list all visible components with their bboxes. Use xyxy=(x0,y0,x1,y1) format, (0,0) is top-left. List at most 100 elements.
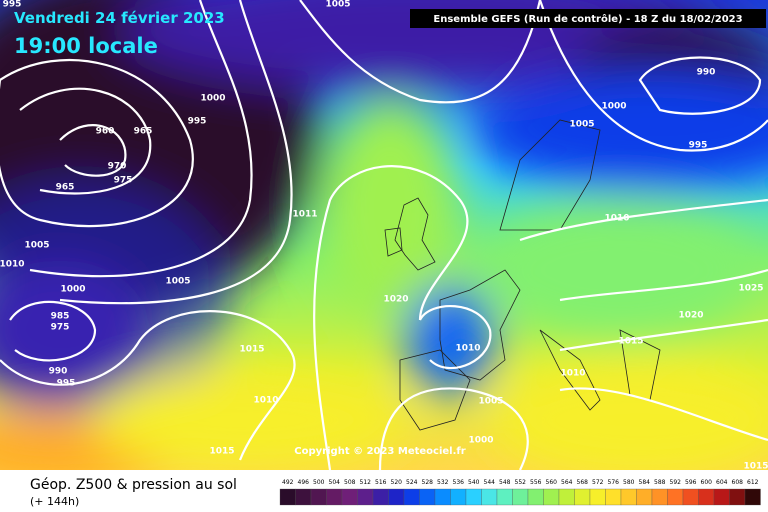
legend-swatch xyxy=(403,488,420,506)
isobar-label: 1005 xyxy=(478,397,503,407)
isobar-label: 1000 xyxy=(468,436,493,446)
isobar-label: 985 xyxy=(51,312,70,322)
legend-label: 500 xyxy=(313,479,325,486)
isobar-label: 1010 xyxy=(455,344,480,354)
legend-label: 604 xyxy=(716,479,728,486)
legend-label: 564 xyxy=(561,479,573,486)
legend-label: 588 xyxy=(654,479,666,486)
isobar-label: 995 xyxy=(3,0,22,10)
forecast-time: 19:00 locale xyxy=(14,34,158,58)
legend-label: 552 xyxy=(515,479,527,486)
isobar-label: 995 xyxy=(689,141,708,151)
isobar-label: 1015 xyxy=(618,337,643,347)
isobar-label: 1000 xyxy=(60,285,85,295)
isobar-label: 1025 xyxy=(738,284,763,294)
forecast-date: Vendredi 24 février 2023 xyxy=(14,9,225,27)
isobar-label: 1010 xyxy=(604,214,629,224)
isobar-label: 1011 xyxy=(292,210,317,220)
legend-swatch xyxy=(481,488,498,506)
isobar-label: 995 xyxy=(57,379,76,389)
legend-swatch xyxy=(543,488,560,506)
isobar-label: 1005 xyxy=(569,120,594,130)
isobar-labels: 995 1005 1000 995 960 965 970 975 965 1005 1010 100… xyxy=(0,0,768,472)
isobar-label: 1015 xyxy=(209,447,234,457)
legend-swatch xyxy=(357,488,374,506)
isobar-label: 990 xyxy=(49,367,68,377)
isobar-label: 1020 xyxy=(678,311,703,321)
isobar-label: 965 xyxy=(134,127,153,137)
legend-swatch xyxy=(682,488,699,506)
isobar-label: 1005 xyxy=(165,277,190,287)
legend-swatch xyxy=(295,488,312,506)
isobar-label: 1020 xyxy=(383,295,408,305)
legend-label: 596 xyxy=(685,479,697,486)
isobar-label: 990 xyxy=(697,68,716,78)
legend-label: 536 xyxy=(453,479,465,486)
isobar-label: 965 xyxy=(56,183,75,193)
isobar-label: 975 xyxy=(114,176,133,186)
legend-swatch xyxy=(465,488,482,506)
isobar-label: 975 xyxy=(51,323,70,333)
legend-swatch xyxy=(372,488,389,506)
legend-label: 496 xyxy=(298,479,310,486)
isobar-label: 1005 xyxy=(24,241,49,251)
isobar-label: 970 xyxy=(108,162,127,172)
isobar-label: 960 xyxy=(96,127,115,137)
legend-swatch xyxy=(527,488,544,506)
legend-label: 508 xyxy=(344,479,356,486)
footer-lead: (+ 144h) xyxy=(30,495,79,508)
legend-swatch xyxy=(744,488,761,506)
isobar-label: 1010 xyxy=(560,369,585,379)
legend-label: 560 xyxy=(546,479,558,486)
legend-swatch xyxy=(574,488,591,506)
legend-swatch xyxy=(729,488,746,506)
legend-label: 540 xyxy=(468,479,480,486)
legend-label: 492 xyxy=(282,479,294,486)
legend-swatch xyxy=(434,488,451,506)
legend-swatch xyxy=(651,488,668,506)
legend-label: 600 xyxy=(701,479,713,486)
isobars xyxy=(0,0,768,470)
legend-label: 572 xyxy=(592,479,604,486)
isobar-label: 1010 xyxy=(0,260,25,270)
legend-label: 580 xyxy=(623,479,635,486)
legend-label: 504 xyxy=(329,479,341,486)
isobar-label: 1010 xyxy=(253,396,278,406)
legend-swatch xyxy=(326,488,343,506)
legend-label: 576 xyxy=(608,479,620,486)
legend-label: 524 xyxy=(406,479,418,486)
legend-swatch xyxy=(388,488,405,506)
isobar-label: 1000 xyxy=(601,102,626,112)
legend-label: 544 xyxy=(484,479,496,486)
legend-swatch xyxy=(341,488,358,506)
color-legend: 492 496 500 504 508 512 516 520 524 528 532 536 540 5… xyxy=(279,479,761,506)
legend-swatch xyxy=(512,488,529,506)
run-info: Ensemble GEFS (Run de contrôle) - 18 Z d… xyxy=(433,13,742,25)
legend-swatch xyxy=(698,488,715,506)
isobar-label: 995 xyxy=(188,117,207,127)
field xyxy=(0,0,768,470)
legend-swatch xyxy=(496,488,513,506)
legend-swatch xyxy=(558,488,575,506)
isobar-label: 1015 xyxy=(743,462,768,472)
legend-swatch xyxy=(667,488,684,506)
isobar-label: 1005 xyxy=(325,0,350,10)
legend-label: 548 xyxy=(499,479,511,486)
run-banner xyxy=(410,9,766,28)
legend-swatch xyxy=(450,488,467,506)
isobar-label: 1015 xyxy=(239,345,264,355)
legend-label: 568 xyxy=(577,479,589,486)
legend-swatch xyxy=(713,488,730,506)
isobar-label: 1000 xyxy=(200,94,225,104)
legend-swatch xyxy=(310,488,327,506)
legend-swatch xyxy=(636,488,653,506)
legend-label: 556 xyxy=(530,479,542,486)
legend-label: 520 xyxy=(391,479,403,486)
legend-label: 512 xyxy=(360,479,372,486)
legend-swatch xyxy=(589,488,606,506)
legend-label: 516 xyxy=(375,479,387,486)
legend-label: 612 xyxy=(747,479,759,486)
legend-label: 528 xyxy=(422,479,434,486)
